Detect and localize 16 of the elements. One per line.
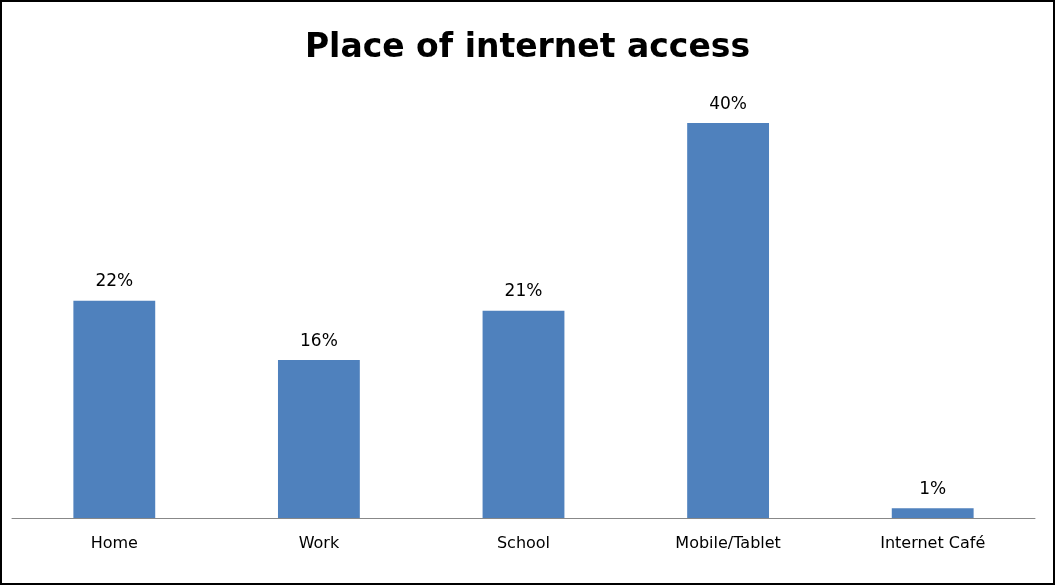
chart-title: Place of internet access bbox=[304, 26, 751, 65]
bar bbox=[687, 123, 770, 518]
x-tick-label: Mobile/Tablet bbox=[675, 532, 781, 552]
x-tick-label: Internet Café bbox=[880, 532, 986, 552]
data-label: 40% bbox=[709, 92, 747, 113]
bar bbox=[482, 310, 565, 518]
data-label: 1% bbox=[919, 477, 947, 498]
data-label: 21% bbox=[504, 280, 543, 301]
bar bbox=[277, 360, 360, 518]
bar bbox=[891, 508, 974, 518]
data-label: 16% bbox=[300, 329, 338, 350]
x-tick-label: School bbox=[496, 532, 551, 552]
x-tick-label: Home bbox=[90, 532, 138, 552]
bar bbox=[73, 300, 156, 518]
x-tick-label: Work bbox=[298, 532, 340, 552]
data-label: 22% bbox=[95, 270, 134, 291]
